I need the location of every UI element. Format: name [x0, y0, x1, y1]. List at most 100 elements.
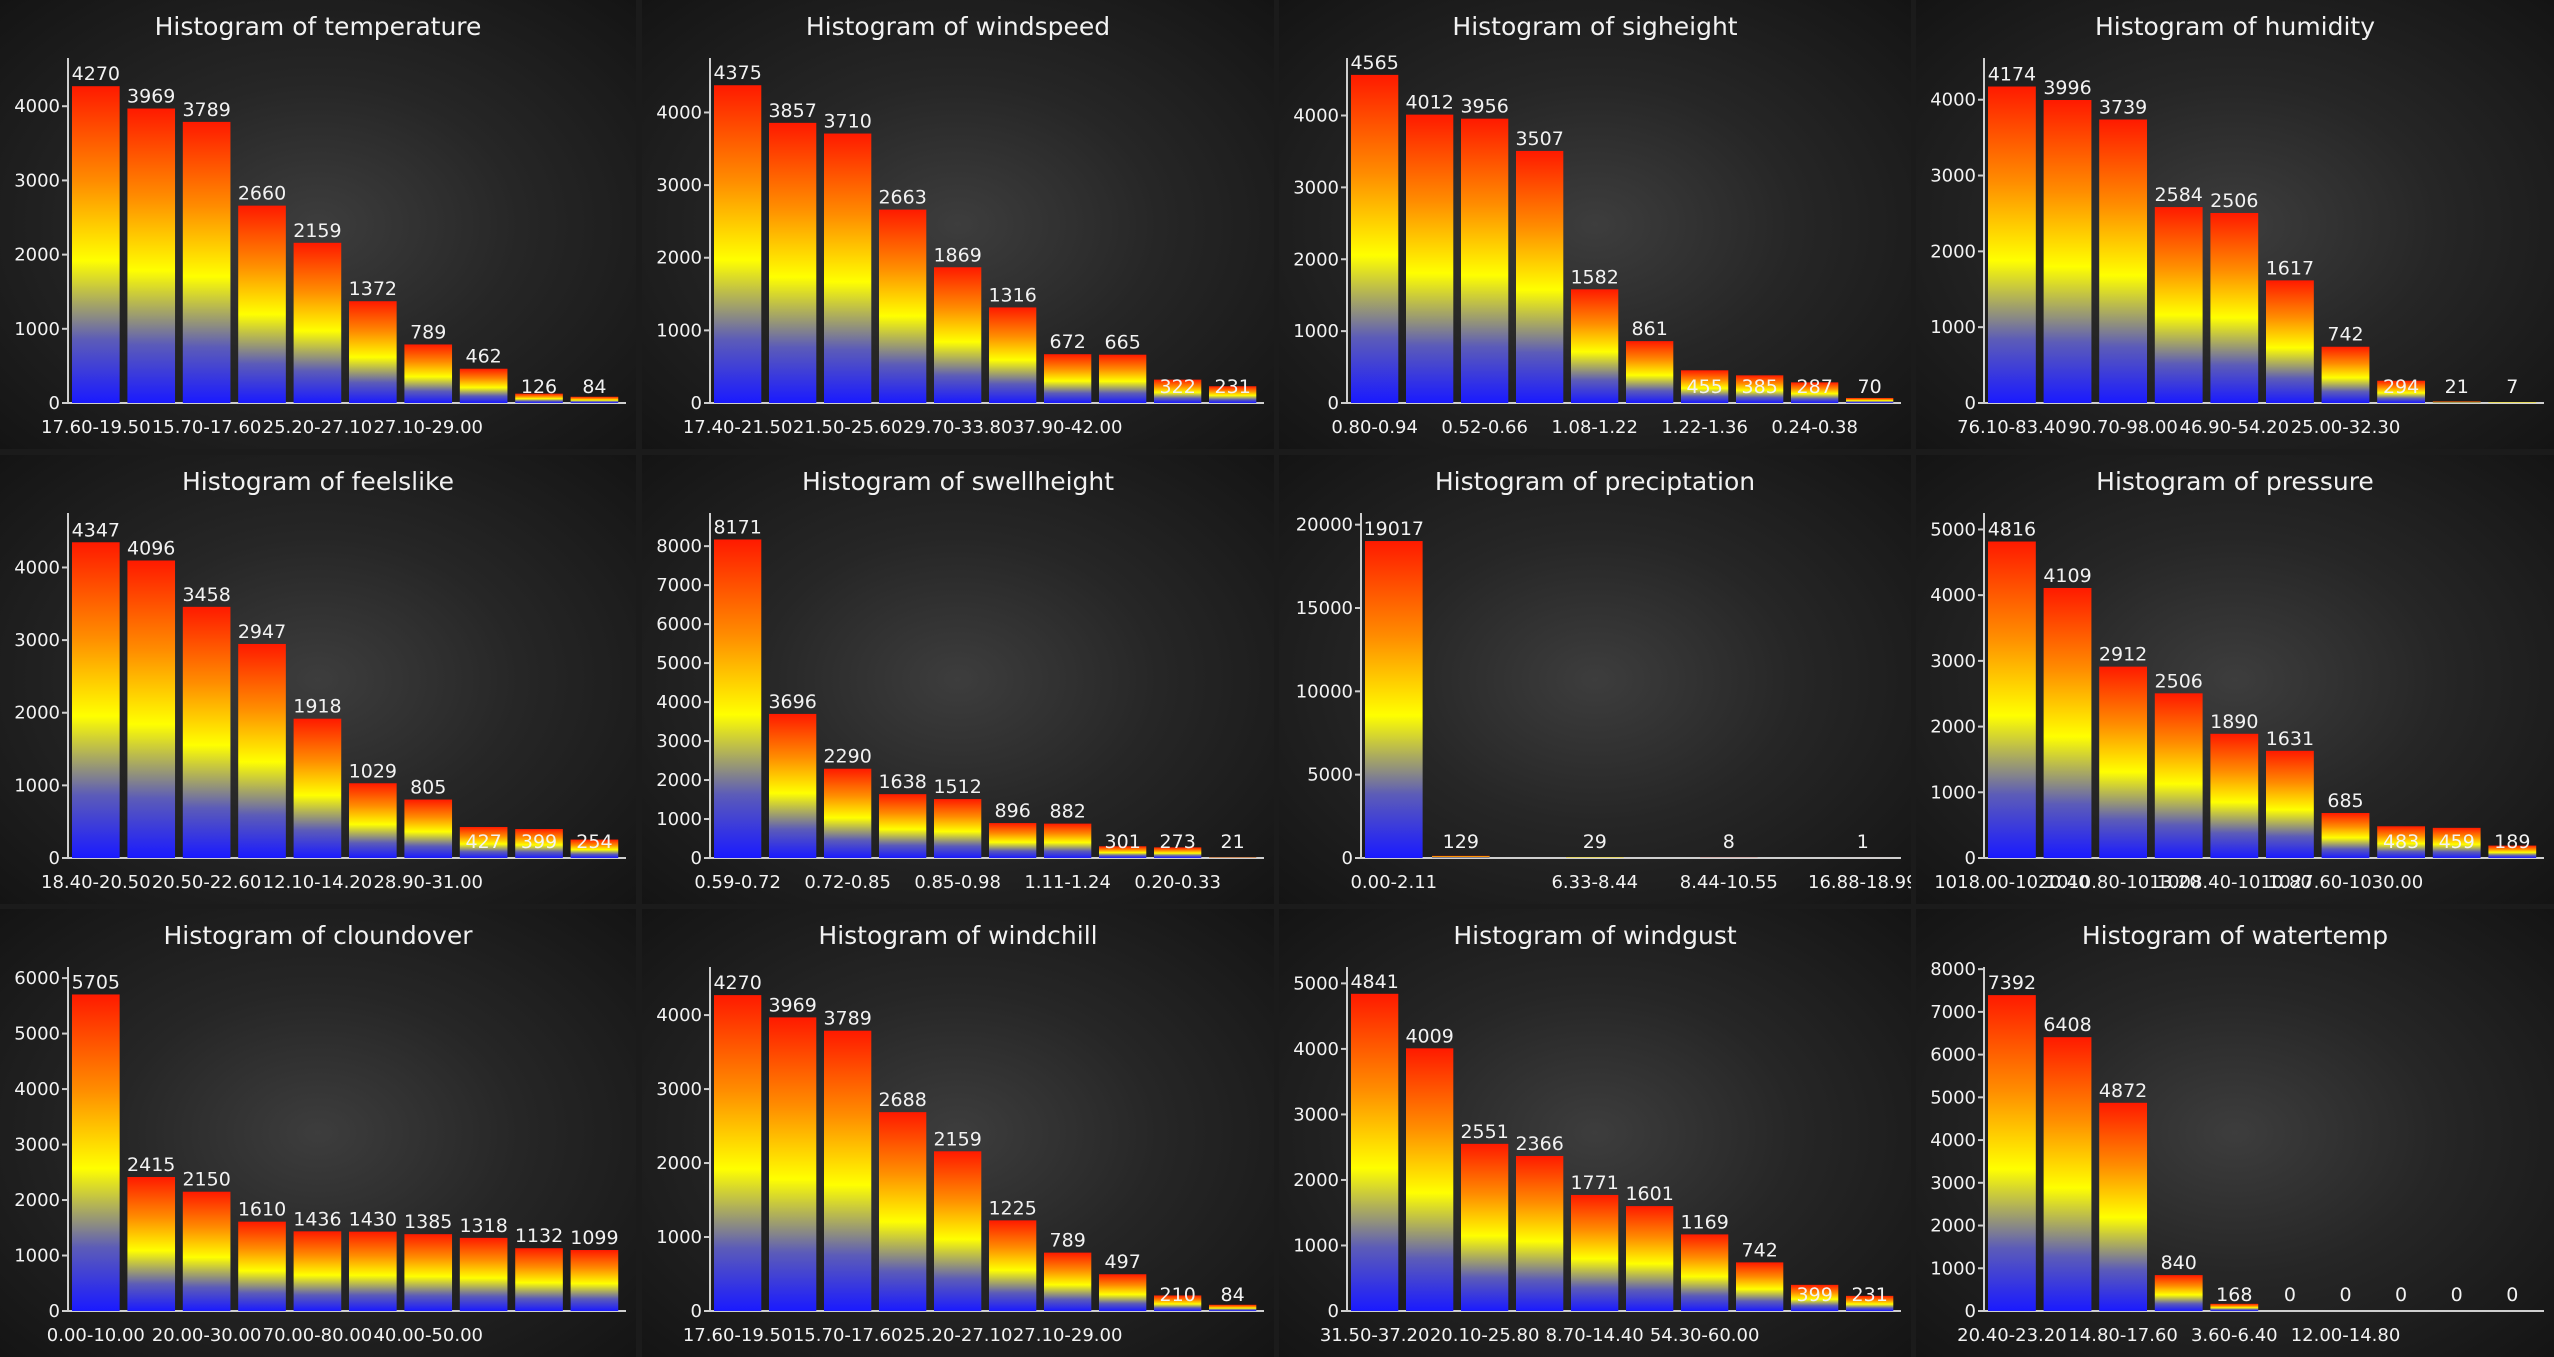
histogram-bar — [459, 368, 508, 403]
x-tick-label: 27.10-29.00 — [1013, 1325, 1123, 1346]
x-tick-label: 0.20-0.33 — [1134, 872, 1221, 893]
histogram-bar — [2377, 826, 2426, 858]
data-label: 2660 — [238, 183, 286, 205]
histogram-bar — [570, 396, 619, 403]
histogram-bar — [879, 1112, 927, 1311]
chart-title: Histogram of preciptation — [1434, 467, 1756, 496]
data-label: 126 — [521, 376, 557, 398]
histogram-bar — [989, 823, 1037, 858]
data-label: 2290 — [823, 746, 871, 768]
histogram-bar — [293, 242, 342, 403]
x-tick-label: 17.60-19.50 — [41, 417, 151, 438]
y-tick-label: 6000 — [14, 968, 60, 989]
data-label: 0 — [2506, 1284, 2518, 1306]
data-label: 1512 — [933, 776, 981, 798]
y-tick-label: 5000 — [1307, 765, 1353, 786]
histogram-bar — [1209, 386, 1257, 403]
histogram-bar — [182, 121, 231, 403]
x-tick-label: 8.70-14.40 — [1546, 1325, 1644, 1346]
histogram-bar — [1846, 397, 1894, 403]
x-tick-label: 0.59-0.72 — [694, 872, 781, 893]
chart-panel-pressure: Histogram of pressure 0 1000 2000 3000 4000 50… — [1916, 455, 2554, 904]
y-tick-label: 2000 — [1293, 249, 1339, 270]
data-label: 3739 — [2099, 96, 2147, 118]
histogram-bar — [934, 1151, 982, 1311]
y-tick-label: 15000 — [1296, 598, 1353, 619]
x-tick-label: 0.24-0.38 — [1771, 417, 1858, 438]
y-tick-label: 0 — [1328, 393, 1339, 414]
data-label: 19017 — [1364, 518, 1424, 540]
histogram-bar — [349, 1231, 397, 1311]
histogram-bar — [1461, 118, 1509, 403]
x-tick-label: 40.00-50.00 — [373, 1325, 483, 1346]
histogram-bar — [1681, 1234, 1729, 1311]
y-tick-label: 0 — [691, 1301, 702, 1322]
data-label: 1132 — [515, 1225, 563, 1247]
data-label: 840 — [2161, 1252, 2197, 1274]
x-tick-label: 0.72-0.85 — [804, 872, 891, 893]
x-tick-label: 0.00-2.11 — [1350, 872, 1437, 893]
histogram-bar — [1099, 354, 1147, 403]
chart-temperature: 0 1000 2000 3000 4000 4270 3969 3789 2660 2159 137… — [14, 58, 626, 438]
y-tick-label: 3000 — [1930, 651, 1976, 672]
x-tick-label: 28.90-31.00 — [373, 872, 483, 893]
chart-title: Histogram of pressure — [2096, 467, 2374, 496]
y-tick-label: 3000 — [1293, 1104, 1339, 1125]
x-tick-label: 0.80-0.94 — [1331, 417, 1418, 438]
y-tick-label: 3000 — [1930, 166, 1976, 187]
y-tick-label: 4000 — [14, 1079, 60, 1100]
y-tick-label: 5000 — [1930, 1087, 1976, 1108]
histogram-bar — [2432, 401, 2481, 403]
histogram-bar — [714, 85, 762, 403]
data-label: 2150 — [182, 1169, 230, 1191]
data-label: 2159 — [933, 1128, 981, 1150]
y-tick-label: 5000 — [656, 653, 702, 674]
x-tick-label: 12.00-14.80 — [2291, 1325, 2401, 1346]
data-label: 2366 — [1515, 1133, 1563, 1155]
data-label: 665 — [1105, 332, 1141, 354]
data-label: 789 — [1050, 1230, 1086, 1252]
y-tick-label: 3000 — [14, 170, 60, 191]
histogram-bar — [769, 1017, 817, 1311]
x-tick-label: 37.90-42.00 — [1013, 417, 1123, 438]
data-label: 1430 — [349, 1209, 397, 1231]
histogram-bar — [1365, 541, 1423, 858]
x-tick-label: 12.10-14.20 — [263, 872, 373, 893]
histogram-bar — [824, 1030, 872, 1311]
x-tick-label: 6.33-8.44 — [1551, 872, 1638, 893]
data-label: 29 — [1583, 831, 1607, 853]
y-tick-label: 1000 — [14, 775, 60, 796]
histogram-bar — [1571, 289, 1619, 403]
chart-title: Histogram of sigheight — [1452, 12, 1738, 41]
y-tick-label: 0 — [1965, 1301, 1976, 1322]
histogram-bar — [2321, 346, 2370, 403]
histogram-bar — [2210, 1303, 2259, 1311]
y-tick-label: 2000 — [1930, 717, 1976, 738]
histogram-bar — [127, 1177, 176, 1311]
x-tick-label: 54.30-60.00 — [1650, 1325, 1760, 1346]
chart-panel-cloundover: Histogram of cloundover 0 1000 2000 3000 4000… — [0, 909, 636, 1357]
histogram-bar — [1681, 370, 1729, 403]
chart-title: Histogram of cloundover — [163, 921, 473, 950]
chart-cloundover: 0 1000 2000 3000 4000 5000 6000 5705 2415 2150 161… — [14, 967, 626, 1346]
y-tick-label: 6000 — [1930, 1045, 1976, 1066]
y-tick-label: 2000 — [1930, 241, 1976, 262]
histogram-bar — [2154, 1275, 2203, 1311]
histogram-bar — [934, 799, 982, 858]
y-tick-label: 1000 — [1293, 1235, 1339, 1256]
data-label: 3696 — [768, 691, 816, 713]
x-tick-label: 31.50-37.20 — [1320, 1325, 1430, 1346]
histogram-bar — [404, 1234, 453, 1311]
y-tick-label: 4000 — [1930, 1130, 1976, 1151]
data-label: 385 — [1742, 376, 1778, 398]
histogram-bar — [1516, 1155, 1564, 1311]
histogram-bar — [1154, 379, 1202, 403]
x-tick-label: 0.52-0.66 — [1441, 417, 1528, 438]
chart-panel-windspeed: Histogram of windspeed 0 1000 2000 3000 4000 4… — [642, 0, 1274, 449]
data-label: 129 — [1443, 831, 1479, 853]
histogram-bar — [127, 560, 176, 858]
histogram-bar — [1736, 1262, 1784, 1311]
x-tick-label: 20.10-25.80 — [1430, 1325, 1540, 1346]
histogram-bar — [1351, 74, 1399, 403]
histogram-bar — [1406, 114, 1454, 403]
